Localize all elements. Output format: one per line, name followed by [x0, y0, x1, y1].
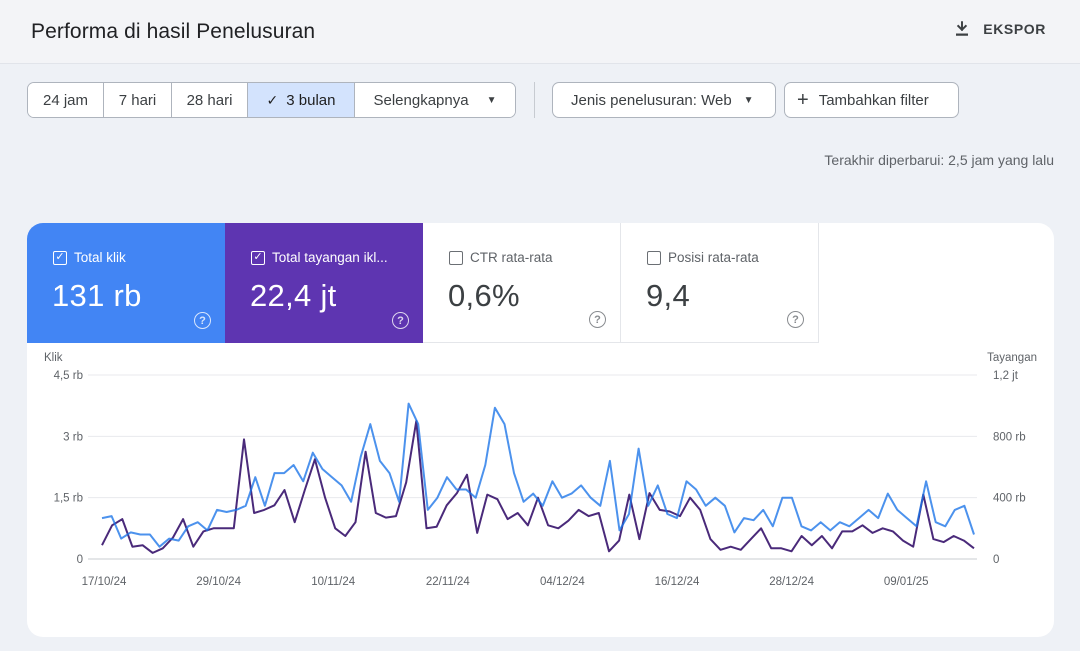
metric-label: CTR rata-rata	[449, 250, 553, 265]
checkbox-checked-icon[interactable]: ✓	[251, 250, 265, 265]
metric-value: 22,4 jt	[250, 278, 337, 313]
x-tick-label: 10/11/24	[311, 576, 356, 588]
export-button[interactable]: EKSPOR	[953, 20, 1046, 38]
date-filter-3m[interactable]: ✓ 3 bulan	[248, 83, 355, 117]
date-filter-more[interactable]: Selengkapnya ▼	[355, 83, 515, 117]
date-filter-28d[interactable]: 28 hari	[172, 83, 248, 117]
search-type-label: Jenis penelusuran: Web	[571, 91, 732, 109]
dropdown-arrow-icon: ▼	[743, 94, 754, 106]
metric-label-text: Total klik	[74, 250, 126, 265]
help-icon[interactable]: ?	[392, 312, 409, 329]
page-title: Performa di hasil Penelusuran	[31, 20, 316, 43]
x-tick-label: 04/12/24	[540, 576, 585, 588]
checkbox-unchecked-icon[interactable]	[449, 250, 463, 265]
last-updated-text: Terakhir diperbarui: 2,5 jam yang lalu	[824, 152, 1054, 168]
help-icon[interactable]: ?	[194, 312, 211, 329]
dropdown-arrow-icon: ▼	[486, 94, 497, 106]
download-icon	[956, 21, 969, 36]
left-axis-title: Klik	[44, 352, 63, 364]
metric-tabs: ✓ Total klik 131 rb ? ✓ Total tayangan i…	[27, 223, 819, 343]
x-tick-label: 29/10/24	[196, 576, 241, 588]
metric-average-ctr[interactable]: CTR rata-rata 0,6% ?	[423, 223, 621, 343]
right-tick-label: 1,2 jt	[993, 370, 1019, 382]
right-tick-label: 400 rb	[993, 493, 1026, 505]
filter-bar: 24 jam 7 hari 28 hari ✓ 3 bulan Selengka…	[27, 82, 959, 118]
metric-total-impressions[interactable]: ✓ Total tayangan ikl... 22,4 jt ?	[225, 223, 423, 343]
metric-total-clicks[interactable]: ✓ Total klik 131 rb ?	[27, 223, 225, 343]
x-tick-label: 22/11/24	[426, 576, 471, 588]
performance-chart: 0 0 1,5 rb 400 rb 3 rb 800 rb 4,5 rb 1,2 jt Klik…	[27, 343, 1054, 637]
date-filter-7d[interactable]: 7 hari	[104, 83, 172, 117]
export-label: EKSPOR	[983, 21, 1046, 37]
right-axis-title: Tayangan	[987, 352, 1037, 364]
x-tick-label: 17/10/24	[82, 576, 127, 588]
chart-svg: 0 0 1,5 rb 400 rb 3 rb 800 rb 4,5 rb 1,2 jt Klik…	[44, 352, 1037, 588]
check-icon: ✓	[266, 91, 279, 108]
date-filter-label: 3 bulan	[286, 91, 336, 109]
metric-value: 9,4	[646, 278, 690, 313]
metric-label-text: CTR rata-rata	[470, 250, 553, 265]
date-filter-label: 28 hari	[186, 91, 233, 109]
plus-icon: +	[797, 89, 809, 111]
metric-average-position[interactable]: Posisi rata-rata 9,4 ?	[621, 223, 819, 343]
checkbox-unchecked-icon[interactable]	[647, 250, 661, 265]
metric-label-text: Posisi rata-rata	[668, 250, 759, 265]
x-tick-label: 09/01/25	[884, 576, 929, 588]
page-header: Performa di hasil Penelusuran EKSPOR	[0, 0, 1080, 64]
date-filter-label: 24 jam	[42, 91, 89, 109]
add-filter-label: Tambahkan filter	[818, 91, 929, 109]
metric-value: 0,6%	[448, 278, 520, 313]
left-tick-label: 3 rb	[63, 431, 83, 443]
left-tick-label: 0	[77, 554, 83, 566]
help-icon[interactable]: ?	[787, 311, 804, 328]
metric-label: ✓ Total tayangan ikl...	[251, 250, 388, 265]
date-filter-label: Selengkapnya	[373, 91, 469, 109]
help-icon[interactable]: ?	[589, 311, 606, 328]
performance-card: ✓ Total klik 131 rb ? ✓ Total tayangan i…	[27, 223, 1054, 637]
date-filter-label: 7 hari	[118, 91, 157, 109]
right-tick-label: 800 rb	[993, 431, 1026, 443]
date-filter-24h[interactable]: 24 jam	[28, 83, 104, 117]
metric-value: 131 rb	[52, 278, 142, 313]
left-tick-label: 1,5 rb	[54, 493, 83, 505]
metric-label-text: Total tayangan ikl...	[272, 250, 388, 265]
date-range-selector: 24 jam 7 hari 28 hari ✓ 3 bulan Selengka…	[27, 82, 516, 118]
x-tick-label: 16/12/24	[655, 576, 700, 588]
series-line-tayangan	[101, 420, 975, 554]
filter-divider	[534, 82, 535, 118]
right-tick-label: 0	[993, 554, 999, 566]
metric-label: ✓ Total klik	[53, 250, 126, 265]
add-filter-button[interactable]: + Tambahkan filter	[784, 82, 959, 118]
checkbox-checked-icon[interactable]: ✓	[53, 250, 67, 265]
x-tick-label: 28/12/24	[769, 576, 814, 588]
series-line-klik	[101, 402, 975, 548]
metric-label: Posisi rata-rata	[647, 250, 759, 265]
left-tick-label: 4,5 rb	[54, 370, 83, 382]
search-type-dropdown[interactable]: Jenis penelusuran: Web ▼	[552, 82, 776, 118]
